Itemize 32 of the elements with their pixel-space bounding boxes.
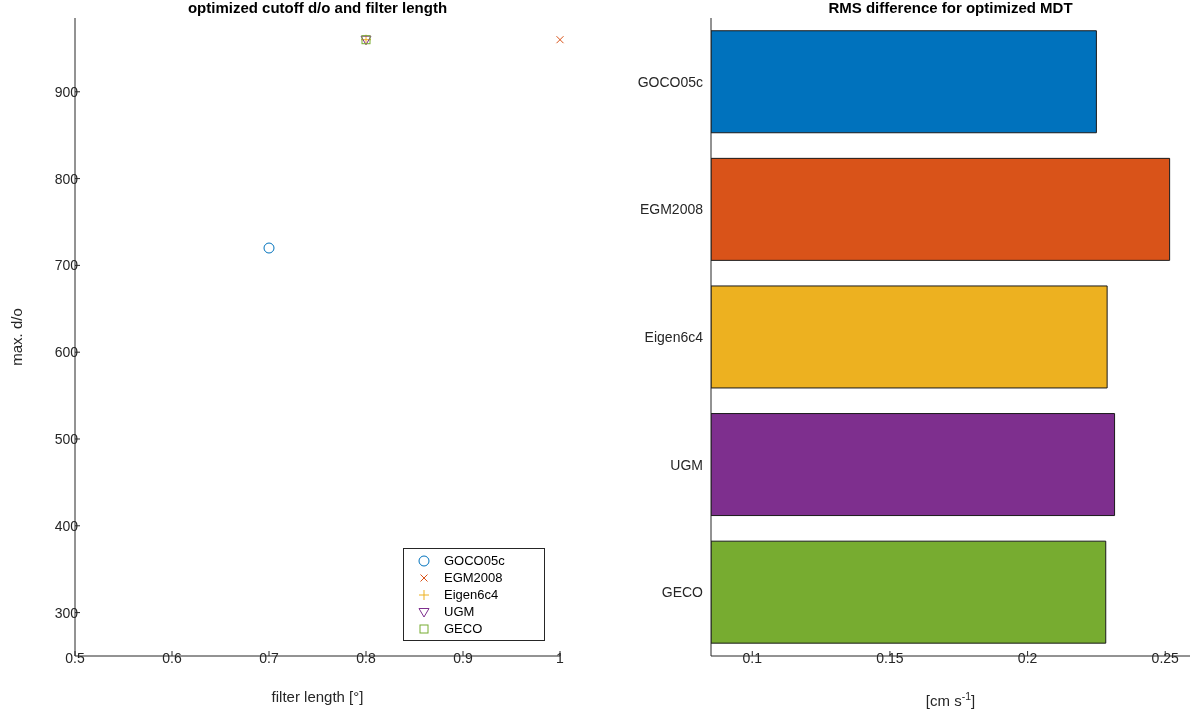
x-tick-label: 0.1 xyxy=(742,649,763,666)
x-axis-title: filter length [°] xyxy=(271,688,364,705)
y-tick-label: EGM2008 xyxy=(639,201,704,218)
x-tick-label: 0.8 xyxy=(356,649,376,666)
legend-label: EGM2008 xyxy=(444,570,503,585)
legend-label: GOCO05c xyxy=(444,553,505,568)
y-tick-label: Eigen6c4 xyxy=(644,328,704,345)
y-tick-label: 700 xyxy=(54,257,79,274)
x-tick-label: 0.15 xyxy=(876,649,904,666)
y-tick-label: GECO xyxy=(661,584,704,601)
legend-label: GECO xyxy=(444,621,483,636)
y-tick-label: UGM xyxy=(670,456,703,473)
x-axis-title: [cm s$^{-1}$] xyxy=(925,690,976,709)
y-tick-label: 600 xyxy=(54,344,79,361)
y-tick-label: 400 xyxy=(54,517,79,534)
x-tick-label: 0.5 xyxy=(65,649,85,666)
y-tick-label: GOCO05c xyxy=(637,73,703,90)
y-tick-label: 300 xyxy=(54,604,79,621)
x-tick-label: 1 xyxy=(556,649,565,666)
x-tick-label: 0.6 xyxy=(162,649,182,666)
x-tick-label: 0.25 xyxy=(1151,649,1180,666)
chart-title: RMS difference for optimized MDT xyxy=(828,0,1073,16)
legend-label: Eigen6c4 xyxy=(444,587,499,602)
x-tick-label: 0.7 xyxy=(259,649,279,666)
x-tick-label: 0.2 xyxy=(1017,649,1038,666)
y-tick-label: 800 xyxy=(54,170,79,187)
chart-title: optimized cutoff d/o and filter length xyxy=(187,0,448,16)
y-tick-label: 900 xyxy=(54,83,79,100)
y-axis-title: max. d/o xyxy=(8,308,25,366)
legend-label: UGM xyxy=(444,604,475,619)
x-tick-label: 0.9 xyxy=(453,649,473,666)
y-tick-label: 500 xyxy=(54,430,79,447)
